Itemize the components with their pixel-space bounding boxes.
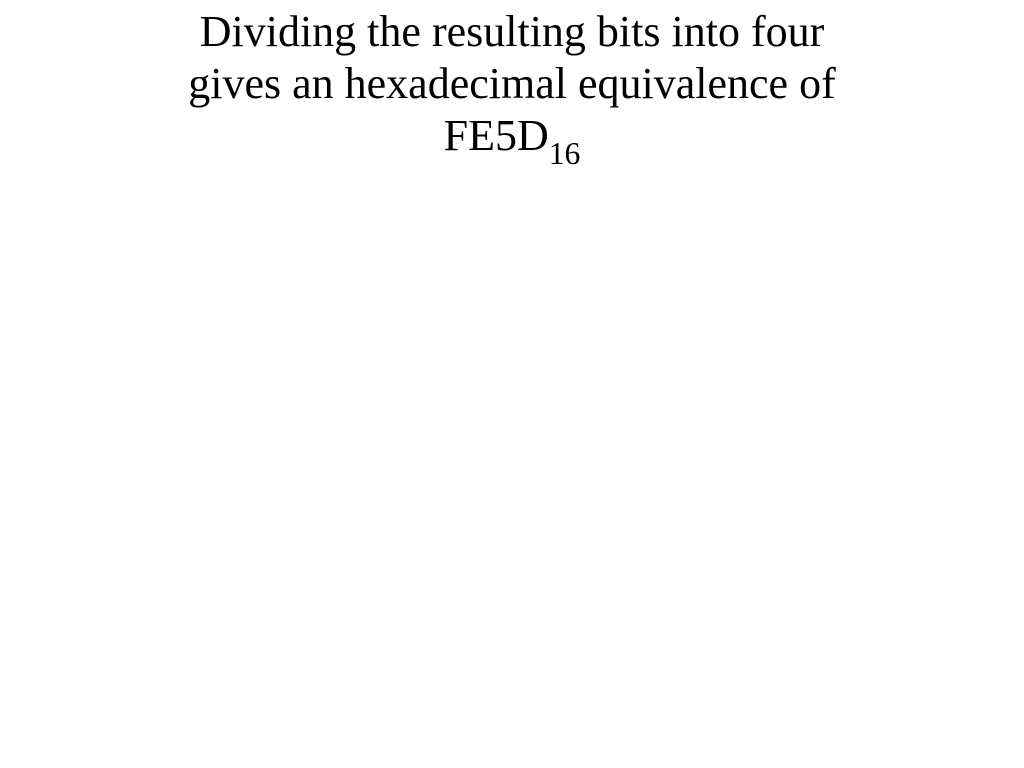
hex-base-subscript: 16: [549, 136, 581, 171]
title-line-2: gives an hexadecimal equivalence of: [188, 59, 835, 108]
title-line-1: Dividing the resulting bits into four: [200, 7, 825, 56]
slide: Dividing the resulting bits into four gi…: [0, 0, 1024, 768]
hex-value: FE5D: [444, 111, 549, 160]
slide-title: Dividing the resulting bits into four gi…: [0, 6, 1024, 168]
